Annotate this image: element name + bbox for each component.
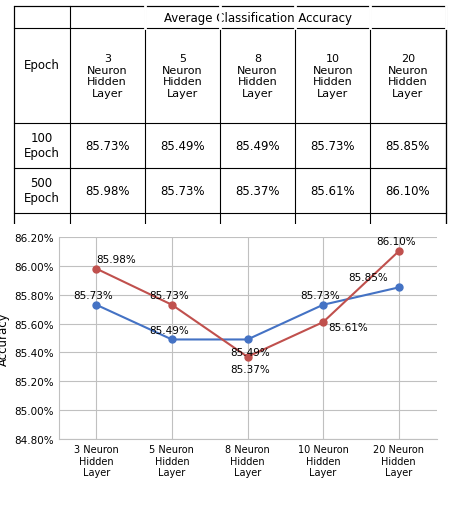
- Text: 86.10%: 86.10%: [386, 184, 430, 197]
- Text: 3
Neuron
Hidden
Layer: 3 Neuron Hidden Layer: [87, 54, 127, 99]
- Text: 85.49%: 85.49%: [230, 347, 270, 357]
- Text: Average Classification Accuracy: Average Classification Accuracy: [164, 12, 351, 24]
- Text: 85.61%: 85.61%: [310, 184, 355, 197]
- Text: 85.73%: 85.73%: [310, 139, 355, 153]
- Text: 85.73%: 85.73%: [149, 290, 189, 300]
- Text: 85.49%: 85.49%: [149, 325, 189, 335]
- Text: Epoch: Epoch: [24, 59, 59, 72]
- Text: 85.37%: 85.37%: [235, 184, 280, 197]
- Text: 85.85%: 85.85%: [348, 273, 388, 283]
- Text: 85.73%: 85.73%: [74, 290, 113, 300]
- Text: 85.73%: 85.73%: [301, 290, 340, 300]
- FancyBboxPatch shape: [14, 7, 446, 231]
- Text: 85.73%: 85.73%: [160, 184, 205, 197]
- Text: 20
Neuron
Hidden
Layer: 20 Neuron Hidden Layer: [387, 54, 428, 99]
- Text: 85.73%: 85.73%: [85, 139, 130, 153]
- Text: 10
Neuron
Hidden
Layer: 10 Neuron Hidden Layer: [312, 54, 353, 99]
- Text: 85.98%: 85.98%: [96, 254, 135, 264]
- Text: 8
Neuron
Hidden
Layer: 8 Neuron Hidden Layer: [237, 54, 278, 99]
- Text: 5
Neuron
Hidden
Layer: 5 Neuron Hidden Layer: [162, 54, 202, 99]
- Text: 86.10%: 86.10%: [376, 237, 416, 247]
- Text: 85.49%: 85.49%: [160, 139, 205, 153]
- Text: 85.37%: 85.37%: [230, 365, 270, 374]
- Text: 85.49%: 85.49%: [235, 139, 280, 153]
- Text: 85.98%: 85.98%: [85, 184, 130, 197]
- Text: 500
Epoch: 500 Epoch: [24, 177, 59, 205]
- Y-axis label: Accuracy: Accuracy: [0, 312, 10, 365]
- Text: 85.85%: 85.85%: [386, 139, 430, 153]
- Text: 100
Epoch: 100 Epoch: [24, 132, 59, 160]
- Text: 85.61%: 85.61%: [328, 323, 368, 333]
